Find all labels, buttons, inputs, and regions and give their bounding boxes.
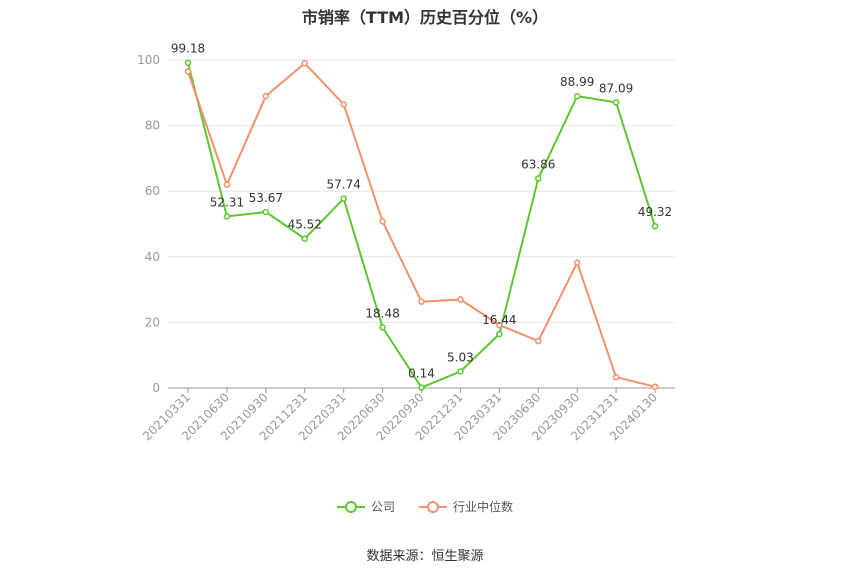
data-point-company-20211231 [301, 235, 308, 242]
data-point-company-20230630 [535, 175, 542, 182]
grid-layer [168, 59, 675, 389]
data-point-industry-20210930 [262, 92, 270, 100]
data-label-20210930: 53.67 [249, 191, 283, 205]
data-label-20230331: 16.44 [482, 313, 516, 327]
data-label-20220331: 57.74 [326, 178, 360, 192]
data-label-20221231: 5.03 [447, 351, 474, 365]
data-point-industry-20210331 [184, 68, 192, 75]
data-label-20220630: 18.48 [365, 306, 399, 320]
data-point-industry-20221231 [457, 296, 464, 303]
legend-item-industry[interactable]: 行业中位数 [419, 498, 513, 515]
data-source: 数据来源：恒生聚源 [366, 549, 484, 564]
label-layer: 99.18 52.31 53.67 45.52 57.74 18.48 0.14 5.03 16… [171, 42, 672, 381]
legend-swatch-industry [419, 500, 447, 513]
data-point-industry-20230630 [535, 337, 542, 345]
data-point-industry-20231231 [612, 373, 620, 381]
data-point-company-20230331 [496, 330, 503, 338]
y-tick-label-60: 60 [145, 184, 160, 198]
series-line-industry [187, 61, 656, 388]
data-label-20230630: 63.86 [521, 158, 555, 172]
series-layer [184, 59, 659, 391]
y-tick-label-20: 20 [145, 315, 160, 329]
data-point-industry-20220331 [340, 101, 347, 108]
data-point-industry-20220630 [379, 218, 386, 225]
legend: 公司 行业中位数 [0, 498, 850, 515]
data-point-company-20210930 [262, 208, 270, 216]
legend-swatch-company [336, 500, 365, 513]
axis-layer: 0204060801002021033120210630202109302021… [137, 53, 660, 443]
chart-title: 市销率（TTM）历史百分位（%） [301, 8, 549, 27]
data-label-20211231: 45.52 [288, 218, 322, 232]
y-tick-label-80: 80 [145, 119, 160, 133]
legend-label-industry: 行业中位数 [453, 500, 514, 514]
data-label-20240130: 49.32 [638, 205, 672, 219]
data-point-industry-20240130 [651, 383, 659, 390]
data-point-industry-20220930 [418, 298, 425, 305]
data-point-company-20240130 [651, 222, 659, 230]
data-point-company-20210630 [223, 213, 231, 220]
data-point-industry-20230930 [573, 259, 581, 266]
y-tick-label-0: 0 [152, 381, 160, 395]
data-label-20220930: 0.14 [408, 367, 435, 381]
y-tick-label-100: 100 [137, 53, 160, 67]
data-point-company-20230930 [573, 92, 581, 100]
data-point-company-20221231 [457, 368, 464, 375]
data-label-20210630: 52.31 [210, 195, 244, 209]
y-tick-label-40: 40 [145, 250, 160, 264]
data-point-company-20220331 [340, 195, 347, 202]
data-point-industry-20210630 [223, 181, 231, 188]
data-label-20231231: 87.09 [599, 81, 633, 95]
data-point-company-20220930 [418, 384, 425, 391]
data-point-company-20231231 [612, 99, 620, 106]
data-point-industry-20211231 [301, 60, 308, 67]
data-point-company-20210331 [184, 59, 192, 66]
data-label-20230930: 88.99 [560, 75, 594, 89]
data-point-company-20220630 [379, 324, 386, 331]
legend-label-company: 公司 [370, 500, 395, 514]
legend-item-company[interactable]: 公司 [336, 498, 395, 515]
data-label-20210331: 99.18 [171, 42, 205, 56]
data-point-industry-20230331 [496, 321, 503, 329]
